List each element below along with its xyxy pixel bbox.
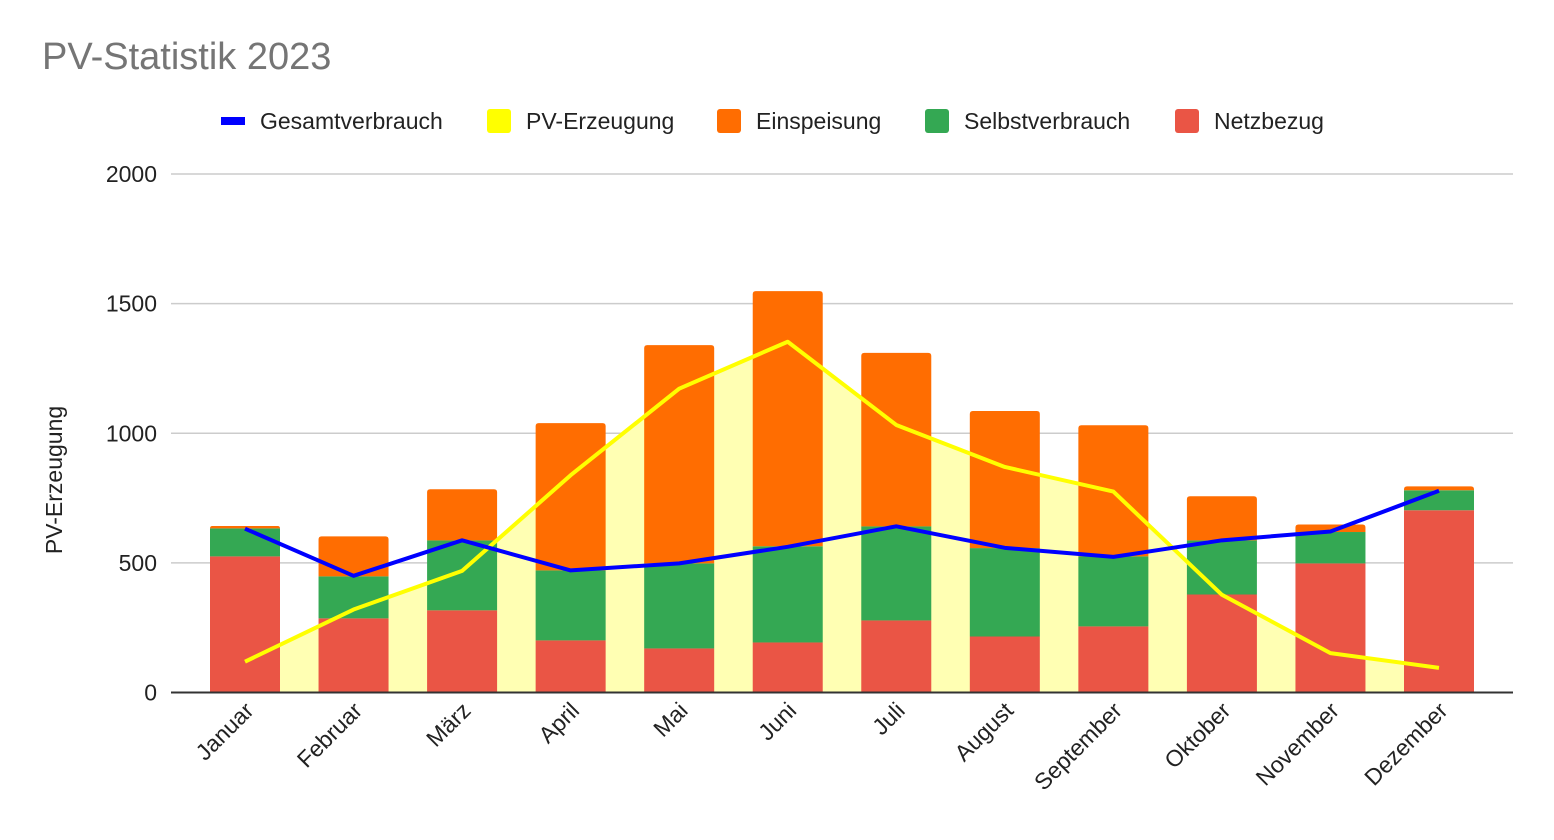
bar-segment-netzbezug: [644, 648, 715, 693]
legend-swatch-einspeisung: [717, 109, 741, 133]
legend-label: Gesamtverbrauch: [260, 107, 443, 134]
stacked-bars: [210, 291, 1474, 693]
bar-stack-august: [969, 410, 1040, 693]
bar-segment-selbstverbrauch: [535, 570, 606, 641]
x-tick-label: Dezember: [1359, 697, 1453, 791]
legend-swatch-selbstverbrauch: [925, 109, 949, 133]
bar-segment-selbstverbrauch: [644, 563, 715, 649]
bar-stack-märz: [427, 489, 498, 693]
bar-segment-netzbezug: [1186, 594, 1257, 693]
y-tick-label: 1500: [106, 291, 157, 317]
x-axis-ticks: Januar Februar März April Mai Juni Juli August S…: [190, 697, 1452, 795]
x-tick-label: November: [1251, 697, 1345, 791]
bar-segment-selbstverbrauch: [752, 546, 823, 643]
y-axis-title: PV-Erzeugung: [41, 406, 67, 554]
chart-title: PV-Statistik 2023: [42, 36, 332, 78]
x-tick-label: Juli: [867, 697, 910, 740]
legend-label: PV-Erzeugung: [526, 107, 675, 134]
pv-erzeugung-line: [244, 339, 1440, 670]
y-tick-label: 0: [144, 680, 157, 706]
x-tick-label: August: [949, 697, 1018, 766]
y-tick-label: 500: [119, 550, 157, 576]
x-tick-label: Juni: [753, 697, 801, 745]
bar-segment-einspeisung: [1186, 496, 1257, 541]
legend-swatch-pv-erzeugung: [487, 109, 511, 133]
bar-segment-einspeisung: [427, 489, 498, 541]
gesamtverbrauch-line: [244, 488, 1440, 578]
bar-stack-april: [535, 423, 606, 693]
legend-item-selbstverbrauch[interactable]: Selbstverbrauch: [925, 106, 1130, 136]
bar-segment-netzbezug: [1295, 563, 1366, 693]
bar-stack-november: [1295, 524, 1366, 693]
bar-segment-selbstverbrauch: [1078, 556, 1149, 627]
bar-stack-januar: [210, 526, 280, 693]
bar-stack-oktober: [1186, 496, 1257, 693]
bar-segment-netzbezug: [210, 556, 280, 693]
legend-item-netzbezug[interactable]: Netzbezug: [1175, 106, 1324, 136]
legend-swatch-netzbezug: [1175, 109, 1199, 133]
series-lines: [244, 339, 1440, 670]
bar-segment-einspeisung: [861, 352, 932, 527]
legend-label: Selbstverbrauch: [964, 107, 1131, 134]
legend-item-pv-erzeugung[interactable]: PV-Erzeugung: [487, 106, 674, 136]
bar-stack-juli: [861, 352, 932, 693]
bar-segment-netzbezug: [1404, 510, 1474, 693]
x-tick-label: April: [533, 697, 584, 748]
bar-segment-selbstverbrauch: [969, 548, 1040, 637]
legend-swatch-gesamtverbrauch: [221, 117, 245, 125]
bar-segment-selbstverbrauch: [1295, 532, 1366, 564]
x-tick-label: Januar: [190, 697, 258, 765]
legend-label: Netzbezug: [1214, 107, 1324, 134]
x-tick-label: Mai: [648, 697, 693, 742]
bar-segment-selbstverbrauch: [861, 526, 932, 621]
bar-stack-dezember: [1404, 486, 1474, 693]
bar-segment-netzbezug: [752, 642, 823, 693]
legend-item-einspeisung[interactable]: Einspeisung: [717, 106, 881, 136]
x-tick-label: März: [421, 697, 476, 752]
bar-segment-selbstverbrauch: [210, 528, 280, 557]
legend-label: Einspeisung: [756, 107, 882, 134]
bar-segment-einspeisung: [644, 345, 715, 564]
bar-stack-mai: [644, 345, 715, 693]
bar-segment-einspeisung: [969, 410, 1040, 549]
bar-segment-netzbezug: [1078, 626, 1149, 693]
bar-stack-februar: [318, 536, 389, 693]
y-tick-label: 2000: [106, 161, 157, 187]
x-tick-label: Februar: [292, 697, 368, 773]
pv-erzeugung-area-fill: [245, 341, 1439, 693]
bar-segment-selbstverbrauch: [1186, 540, 1257, 595]
bar-stack-september: [1078, 425, 1149, 693]
bar-segment-einspeisung: [318, 536, 389, 577]
bar-segment-netzbezug: [535, 640, 606, 693]
x-tick-label: Oktober: [1159, 697, 1235, 773]
bar-segment-netzbezug: [861, 620, 932, 693]
legend: Gesamtverbrauch PV-Erzeugung Einspeisung…: [0, 106, 1554, 136]
bar-segment-einspeisung: [210, 526, 280, 529]
bar-segment-netzbezug: [427, 610, 498, 693]
bar-segment-einspeisung: [752, 291, 823, 547]
legend-item-gesamtverbrauch[interactable]: Gesamtverbrauch: [221, 106, 443, 136]
pv-erzeugung-area: [245, 341, 1439, 693]
bar-segment-einspeisung: [1404, 486, 1474, 491]
y-tick-label: 1000: [106, 420, 157, 446]
bar-segment-netzbezug: [969, 636, 1040, 693]
x-tick-label: September: [1029, 697, 1127, 795]
bar-segment-selbstverbrauch: [318, 576, 389, 619]
y-axis-ticks: 0 500 1000 1500 2000: [106, 161, 157, 706]
bar-segment-netzbezug: [318, 618, 389, 693]
